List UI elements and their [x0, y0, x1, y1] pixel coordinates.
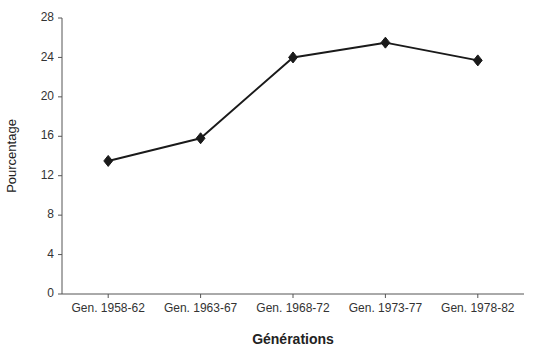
x-axis: Gen. 1958-62 Gen. 1963-67 Gen. 1968-72 Gen.… [62, 294, 524, 315]
y-tick-label: 20 [41, 89, 55, 103]
y-tick [58, 254, 62, 255]
marker [473, 55, 482, 66]
y-tick-label: 0 [47, 286, 54, 300]
line [108, 43, 478, 161]
x-axis-label: Générations [252, 331, 334, 347]
chart-container: 0481216202428Gen. 1958-62Gen. 1963-67Gen… [0, 0, 546, 356]
marker [104, 155, 113, 166]
x-tick-label: Gen. 1968-72 [256, 301, 330, 315]
x-tick [385, 294, 386, 298]
x-tick [200, 294, 201, 298]
marker [289, 52, 298, 63]
y-tick-label: 12 [41, 168, 55, 182]
y-tick [58, 18, 62, 19]
y-axis-line [62, 18, 63, 294]
y-tick [58, 96, 62, 97]
x-tick-label: Gen. 1978-82 [441, 301, 515, 315]
marker [381, 37, 390, 48]
y-tick [58, 136, 62, 137]
y-tick-label: 24 [41, 50, 55, 64]
x-axis-line [62, 294, 524, 295]
x-tick-label: Gen. 1963-67 [164, 301, 238, 315]
chart-svg: 0481216202428Gen. 1958-62Gen. 1963-67Gen… [0, 0, 546, 356]
y-axis-label: Pourcentage [4, 119, 19, 193]
y-tick [58, 294, 62, 295]
y-tick-label: 8 [47, 207, 54, 221]
x-tick [293, 294, 294, 298]
x-tick-label: Gen. 1958-62 [72, 301, 146, 315]
y-tick-label: 28 [41, 10, 55, 24]
y-tick-label: 16 [41, 128, 55, 142]
x-tick [477, 294, 478, 298]
y-tick [58, 175, 62, 176]
marker [196, 133, 205, 144]
plot-area [104, 37, 482, 166]
y-axis: 0 4 8 12 16 20 24 28 [41, 10, 62, 300]
y-tick-label: 4 [47, 247, 54, 261]
x-tick-label: Gen. 1973-77 [349, 301, 423, 315]
x-tick [108, 294, 109, 298]
y-tick [58, 215, 62, 216]
y-tick [58, 57, 62, 58]
